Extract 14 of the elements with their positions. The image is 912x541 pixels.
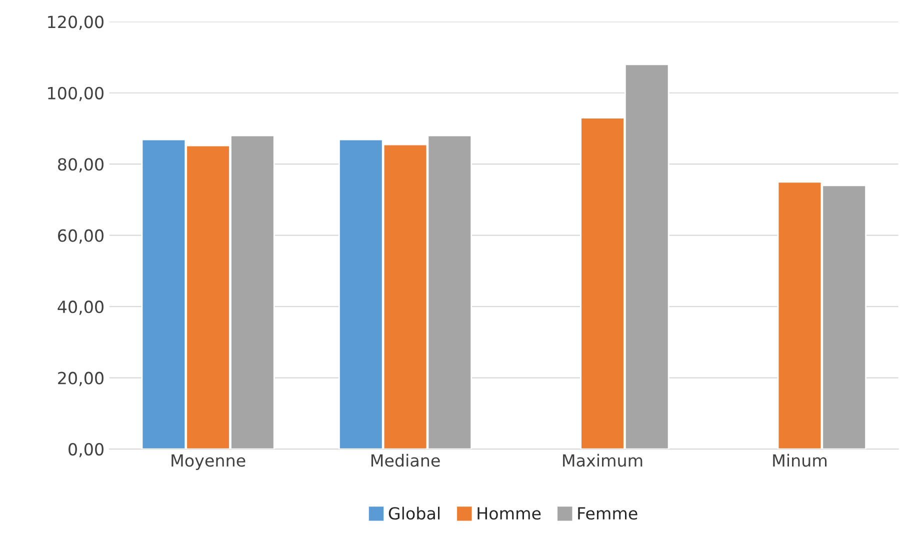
y-tick-label: 100,00 [48, 86, 104, 102]
y-tick-label: 120,00 [48, 16, 104, 30]
legend-label: Global [388, 506, 440, 520]
y-tick-label: 60,00 [58, 229, 104, 244]
legend-label: Homme [478, 507, 541, 520]
y-tick-label: 20,00 [58, 372, 104, 386]
y-tick-label: 40,00 [58, 300, 104, 315]
x-tick-label: Maximum [563, 454, 642, 467]
legend-label: Femme [578, 507, 638, 520]
y-tick-label: 80,00 [58, 158, 104, 172]
x-tick-label: Mediane [371, 454, 440, 467]
x-tick-label: Moyenne [172, 454, 246, 470]
y-tick-label: 0,00 [68, 442, 104, 458]
x-tick-label: Minum [773, 454, 826, 467]
